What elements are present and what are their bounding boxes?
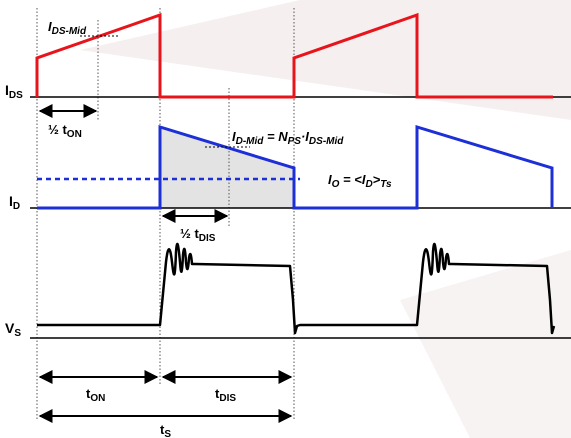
vs-waveform [37,242,556,335]
discharge-shaded-area [160,127,294,208]
ids-axis-label: IDS [5,82,23,101]
ids-mid-label: IDS-Mid [48,19,87,37]
ton-label: tON [86,386,105,404]
id-waveform [37,124,554,210]
half-ton-label: ½ tON [48,122,82,140]
id-axis-label: ID [9,193,20,212]
tdis-label: tDIS [215,386,236,404]
ids-waveform [35,12,553,99]
vs-axis-label: VS [5,320,21,339]
ts-label: tS [160,422,171,438]
id-mid-equation: ID-Mid = NPS·IDS-Mid [232,129,344,147]
watermark-shape-lower [400,250,571,438]
io-equation: IO = <ID>Ts [328,172,392,190]
watermark-shape [80,0,571,120]
half-tdis-label: ½ tDIS [180,226,216,244]
